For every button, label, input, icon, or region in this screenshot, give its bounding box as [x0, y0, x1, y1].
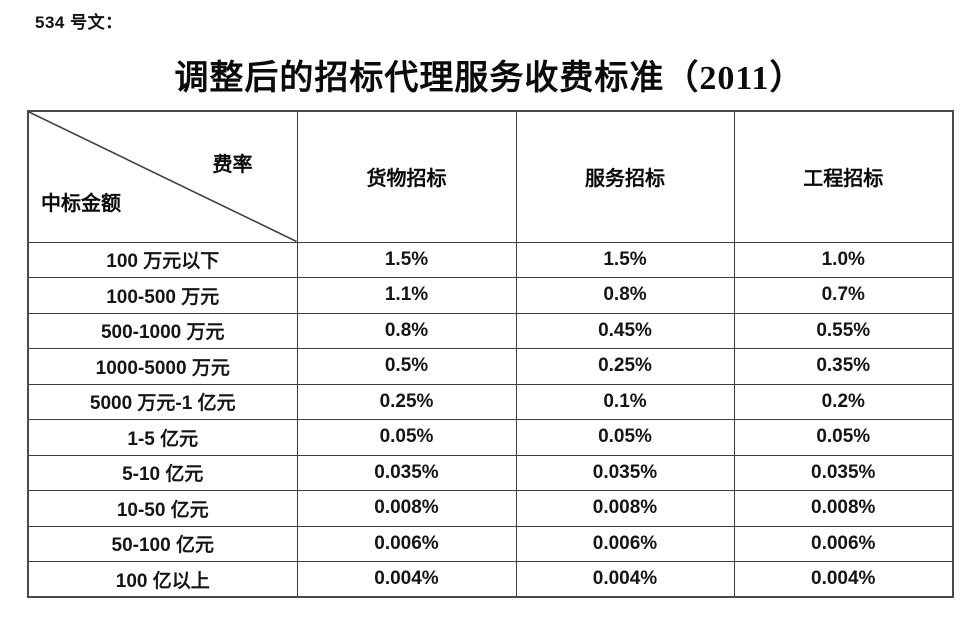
rate-cell: 0.008%	[515, 490, 735, 527]
rate-cell: 0.006%	[515, 525, 735, 562]
column-header-goods-bidding: 货物招标	[296, 110, 517, 243]
table-row: 1000-5000 万元 0.5% 0.25% 0.35%	[27, 348, 954, 385]
column-header-engineering-bidding: 工程招标	[733, 110, 954, 243]
rate-cell: 0.008%	[733, 490, 954, 527]
rate-cell: 0.45%	[515, 312, 735, 349]
rate-cell: 1.0%	[733, 241, 954, 278]
fee-rate-table: 费率 中标金额 货物招标 服务招标 工程招标 100 万元以下 1.5% 1.5% 1…	[27, 110, 954, 598]
row-label-amount-range: 5000 万元-1 亿元	[27, 383, 298, 420]
rate-cell: 1.5%	[515, 241, 735, 278]
rate-cell: 0.25%	[296, 383, 517, 420]
table-row: 100-500 万元 1.1% 0.8% 0.7%	[27, 277, 954, 314]
corner-label-bid-amount: 中标金额	[41, 192, 121, 215]
rate-cell: 0.05%	[733, 419, 954, 456]
rate-cell: 0.05%	[515, 419, 735, 456]
rate-cell: 0.006%	[296, 525, 517, 562]
rate-cell: 1.5%	[296, 241, 517, 278]
rate-cell: 0.25%	[515, 348, 735, 385]
rate-cell: 0.004%	[296, 561, 517, 598]
rate-cell: 0.8%	[296, 312, 517, 349]
corner-header-cell: 费率 中标金额	[27, 110, 298, 243]
rate-cell: 1.1%	[296, 277, 517, 314]
table-row: 5000 万元-1 亿元 0.25% 0.1% 0.2%	[27, 383, 954, 420]
diagonal-divider-line	[29, 112, 296, 241]
table-row: 500-1000 万元 0.8% 0.45% 0.55%	[27, 312, 954, 349]
rate-cell: 0.004%	[733, 561, 954, 598]
row-label-amount-range: 1-5 亿元	[27, 419, 298, 456]
corner-label-fee-rate: 费率	[212, 154, 253, 176]
rate-cell: 0.035%	[296, 454, 517, 491]
row-label-amount-range: 10-50 亿元	[27, 490, 298, 527]
rate-cell: 0.7%	[733, 277, 954, 314]
rate-cell: 0.2%	[733, 383, 954, 420]
rate-cell: 0.008%	[296, 490, 517, 527]
header-row: 费率 中标金额 货物招标 服务招标 工程招标	[27, 110, 954, 243]
rate-cell: 0.035%	[733, 454, 954, 491]
rate-cell: 0.1%	[515, 383, 735, 420]
table-row: 100 亿以上 0.004% 0.004% 0.004%	[27, 561, 954, 598]
table-row: 50-100 亿元 0.006% 0.006% 0.006%	[27, 525, 954, 562]
rate-cell: 0.55%	[733, 312, 954, 349]
row-label-amount-range: 100-500 万元	[27, 277, 298, 314]
table-row: 10-50 亿元 0.008% 0.008% 0.008%	[27, 490, 954, 527]
row-label-amount-range: 5-10 亿元	[27, 454, 298, 491]
page-title: 调整后的招标代理服务收费标准（2011）	[174, 60, 805, 97]
rate-cell: 0.8%	[515, 277, 735, 314]
row-label-amount-range: 1000-5000 万元	[27, 348, 298, 385]
row-label-amount-range: 100 万元以下	[27, 241, 298, 278]
rate-cell: 0.35%	[733, 348, 954, 385]
row-label-amount-range: 50-100 亿元	[27, 525, 298, 562]
rate-cell: 0.5%	[296, 348, 517, 385]
rate-cell: 0.035%	[515, 454, 735, 491]
table-row: 5-10 亿元 0.035% 0.035% 0.035%	[27, 454, 954, 491]
table-row: 1-5 亿元 0.05% 0.05% 0.05%	[27, 419, 954, 456]
rate-cell: 0.05%	[296, 419, 517, 456]
row-label-amount-range: 500-1000 万元	[27, 312, 298, 349]
rate-cell: 0.006%	[733, 525, 954, 562]
table-row: 100 万元以下 1.5% 1.5% 1.0%	[27, 241, 954, 278]
column-header-service-bidding: 服务招标	[515, 110, 735, 243]
row-label-amount-range: 100 亿以上	[27, 561, 298, 598]
doc-number-label: 534 号文：	[35, 13, 123, 32]
table-body: 100 万元以下 1.5% 1.5% 1.0% 100-500 万元 1.1% 0.8% 0.…	[27, 241, 954, 598]
rate-cell: 0.004%	[515, 561, 735, 598]
